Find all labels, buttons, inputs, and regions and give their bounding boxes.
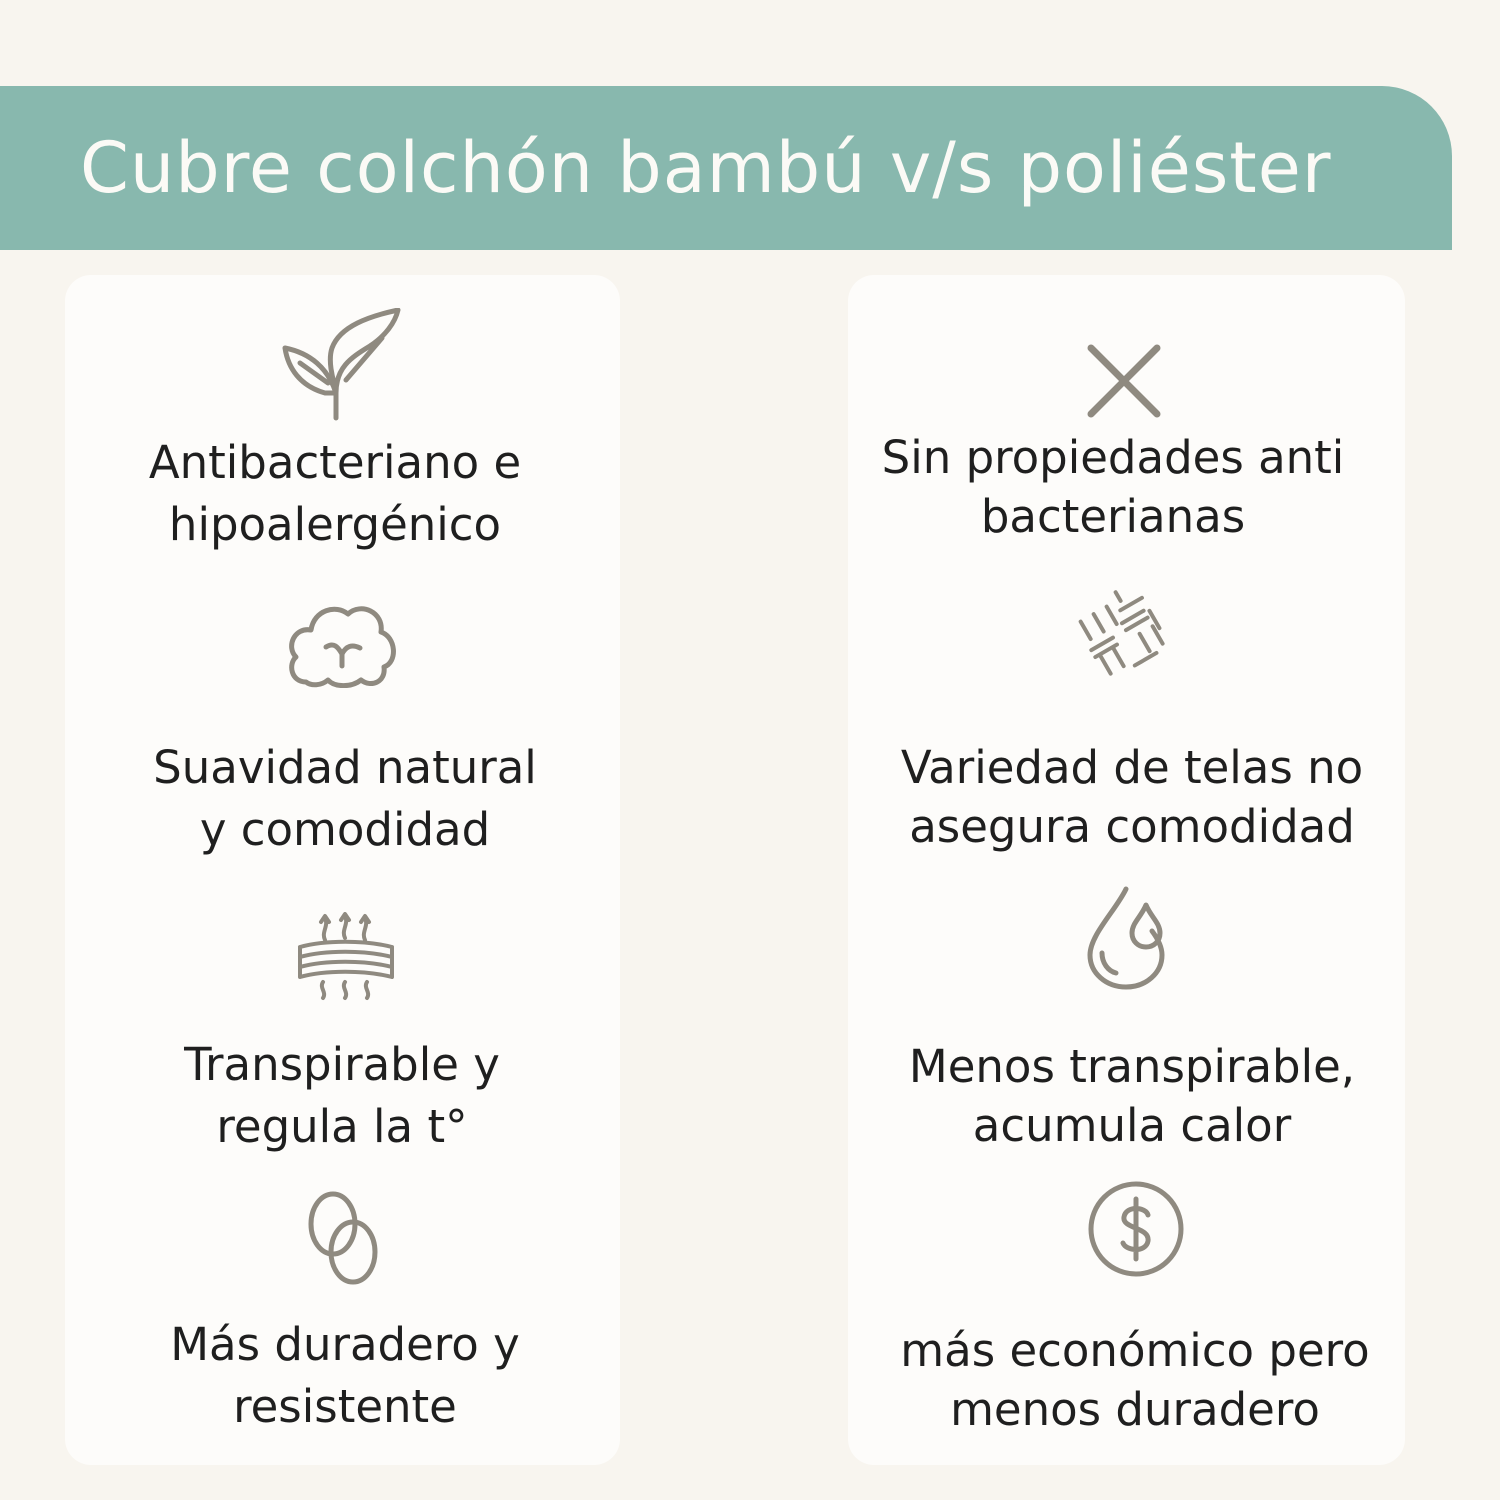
x-icon (1086, 343, 1162, 423)
bamboo-item-1: Antibacteriano e hipoalergénico (148, 436, 522, 551)
polyester-card (848, 275, 1405, 1465)
title-banner (0, 86, 1452, 250)
fabric-weave-icon (1072, 582, 1174, 688)
cotton-cloud-icon (286, 602, 398, 692)
bamboo-card (65, 275, 620, 1465)
leaf-icon (280, 307, 405, 427)
page-title: Cubre colchón bambú v/s poliéster (80, 127, 1332, 209)
polyester-item-4: más económico pero menos duradero (900, 1324, 1370, 1436)
dollar-coin-icon (1086, 1179, 1186, 1283)
bamboo-item-4: Más duradero y resistente (170, 1318, 520, 1433)
breathable-layers-icon (295, 912, 397, 1006)
water-drops-icon (1086, 885, 1168, 995)
bamboo-item-3: Transpirable y regula la t° (184, 1038, 500, 1153)
polyester-item-3: Menos transpirable, acumula calor (908, 1040, 1356, 1152)
polyester-item-2: Variedad de telas no asegura comodidad (900, 741, 1364, 853)
linked-rings-icon (305, 1190, 381, 1290)
bamboo-item-2: Suavidad natural y comodidad (153, 741, 537, 856)
polyester-item-1: Sin propiedades anti bacterianas (881, 431, 1345, 543)
